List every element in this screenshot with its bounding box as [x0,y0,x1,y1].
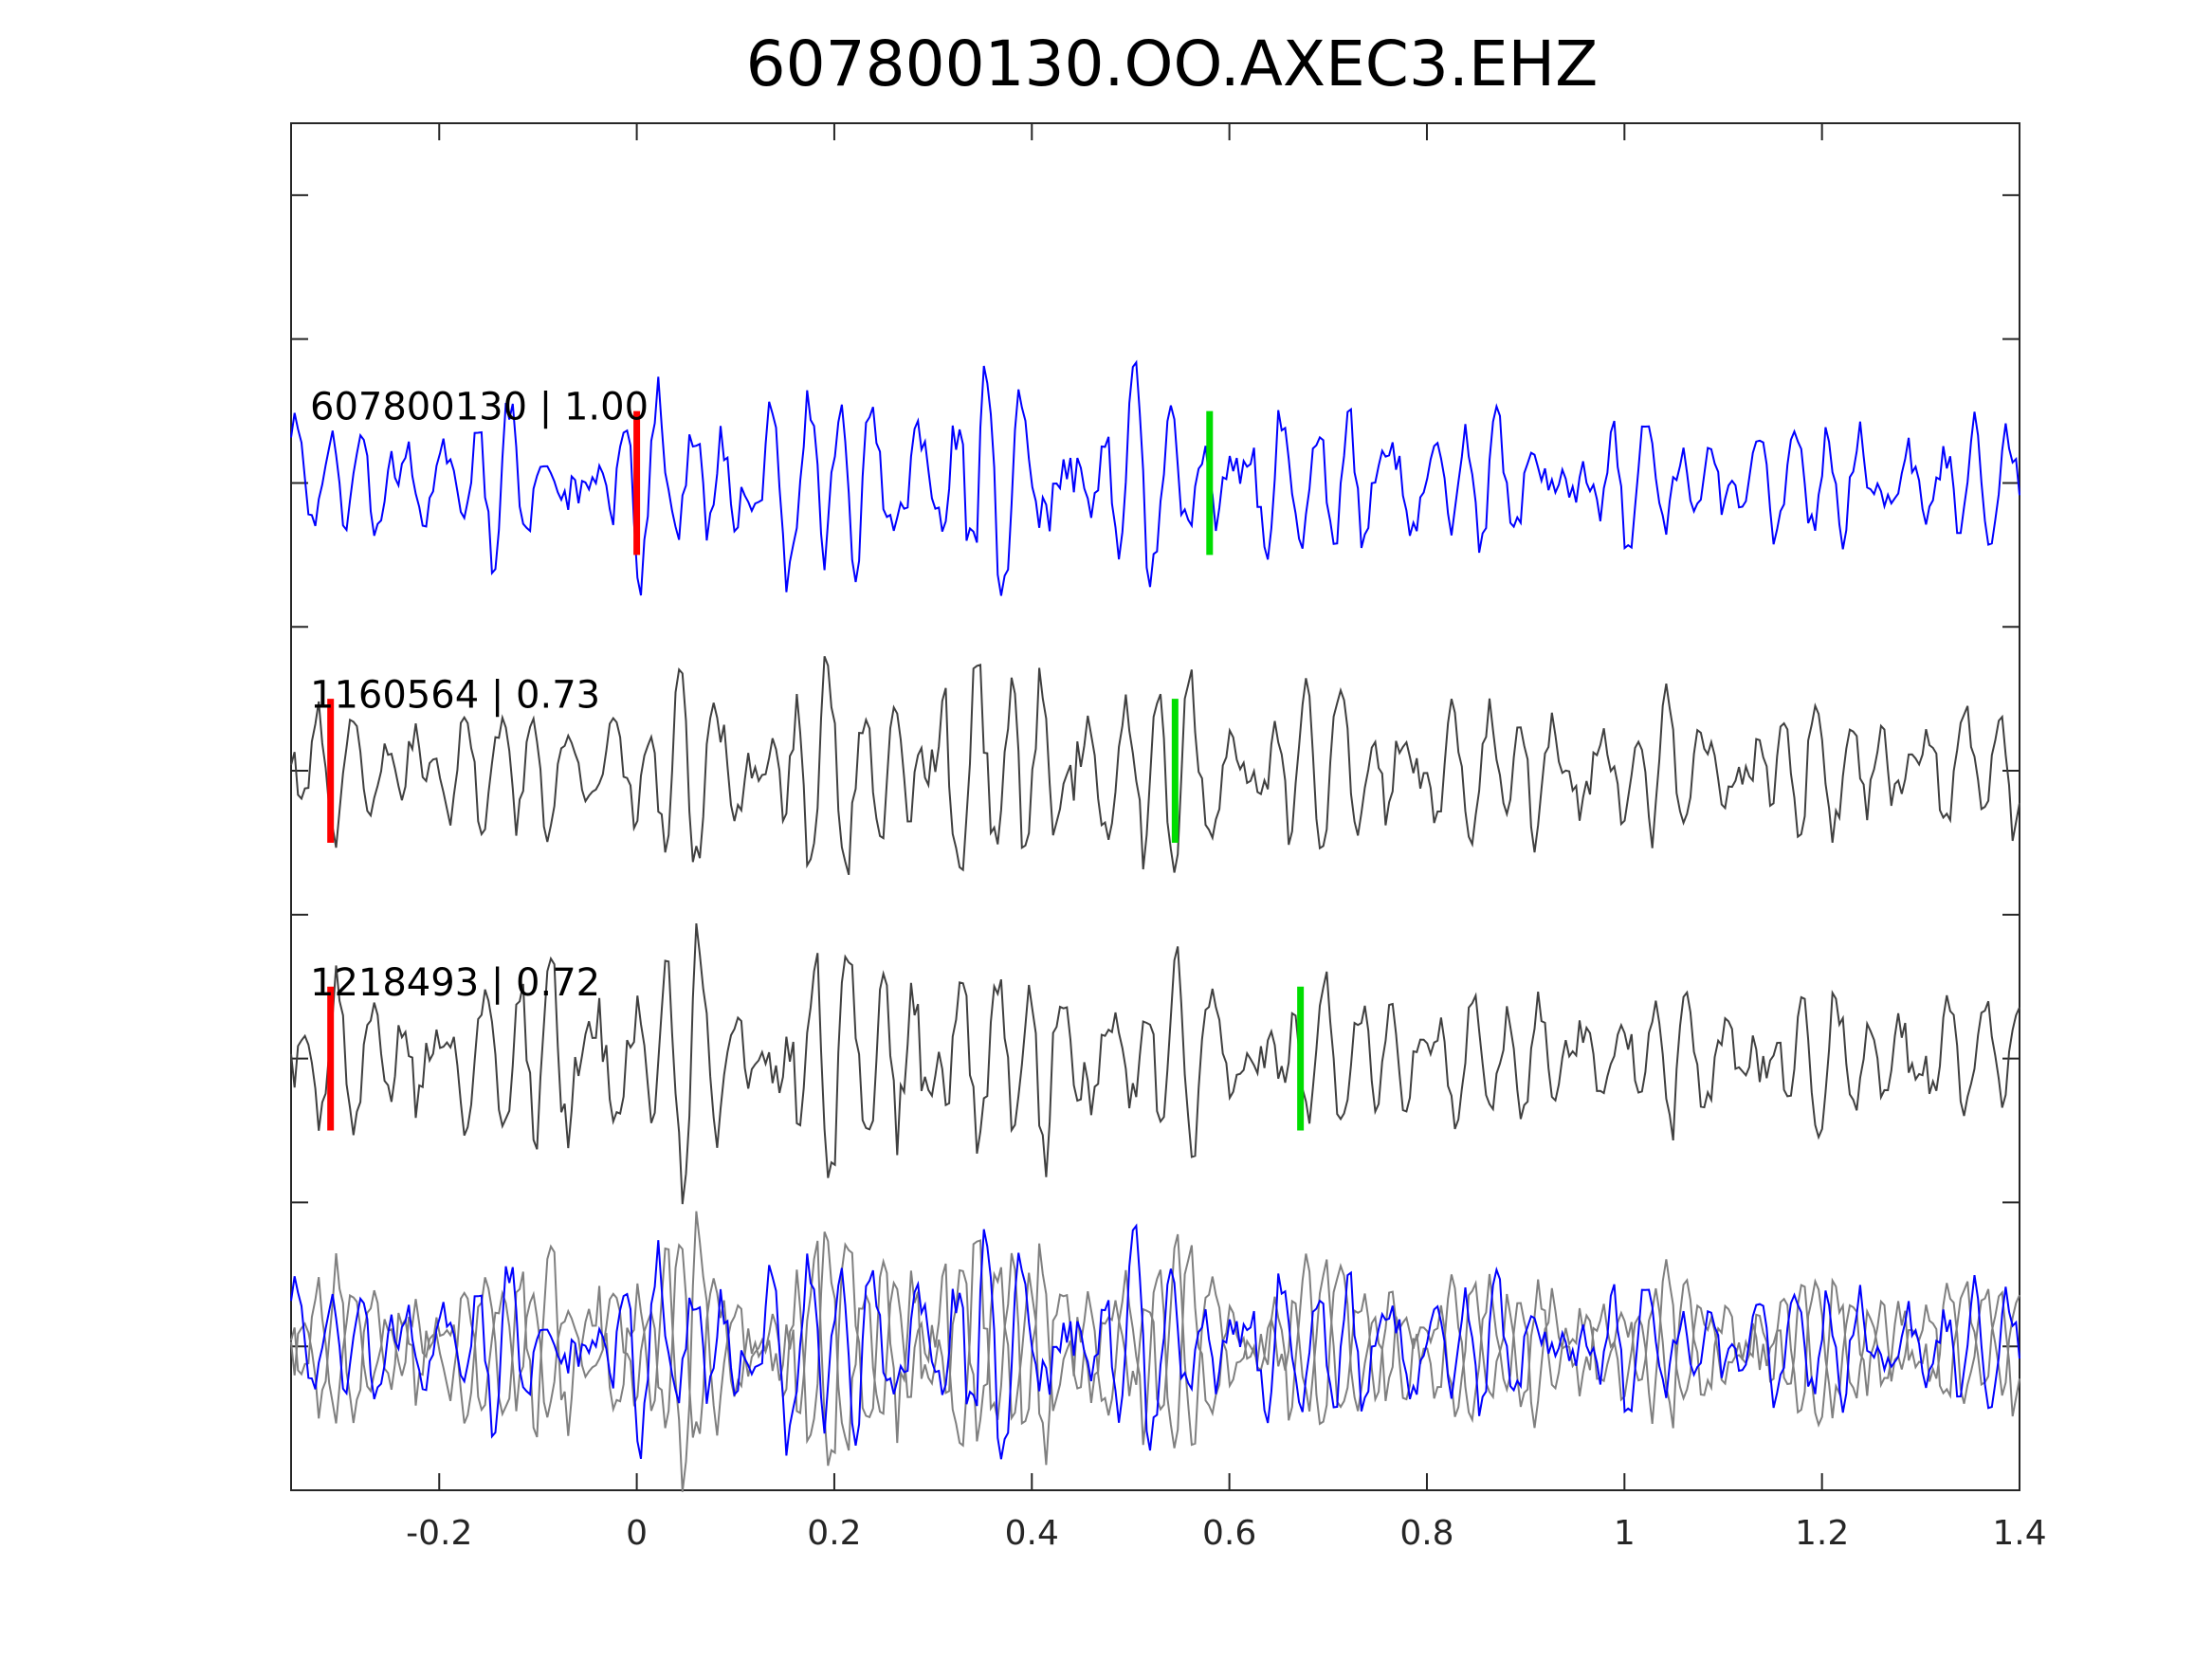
waveform-trace-3 [290,922,2020,1205]
x-tick-label: 0.8 [1399,1514,1453,1553]
x-tick-label: 0.6 [1202,1514,1256,1553]
trace-label-1: 607800130 | 1.00 [310,386,649,429]
x-tick-label: 0.4 [1005,1514,1059,1553]
x-tick-label: 1.2 [1795,1514,1849,1553]
overlay-trace-2 [290,1231,2020,1451]
traces [290,359,2020,1205]
phase-picks [327,410,1305,1131]
x-tick-label: 0 [626,1514,648,1553]
overlay-trace-1 [290,1223,2020,1460]
x-tick-label: 1 [1614,1514,1636,1553]
x-tick-label: 0.2 [807,1514,861,1553]
overlay-traces [290,1211,2020,1492]
x-tick-label: -0.2 [406,1514,472,1553]
trace-label-2: 1160564 | 0.73 [310,673,600,717]
trace-labels: 607800130 | 1.00 1160564 | 0.73 1218493 | … [310,386,649,1005]
waveform-trace-1 [290,359,2020,596]
trace-label-3: 1218493 | 0.72 [310,961,600,1005]
overlay-trace-3 [290,1211,2020,1492]
axes: -0.2 0 0.2 0.4 0.6 0.8 1 1.2 1.4 [290,122,2047,1553]
x-tick-label: 1.4 [1992,1514,2046,1553]
chart-title: 607800130.OO.AXEC3.EHZ [746,27,1599,100]
waveform-trace-2 [290,655,2020,876]
